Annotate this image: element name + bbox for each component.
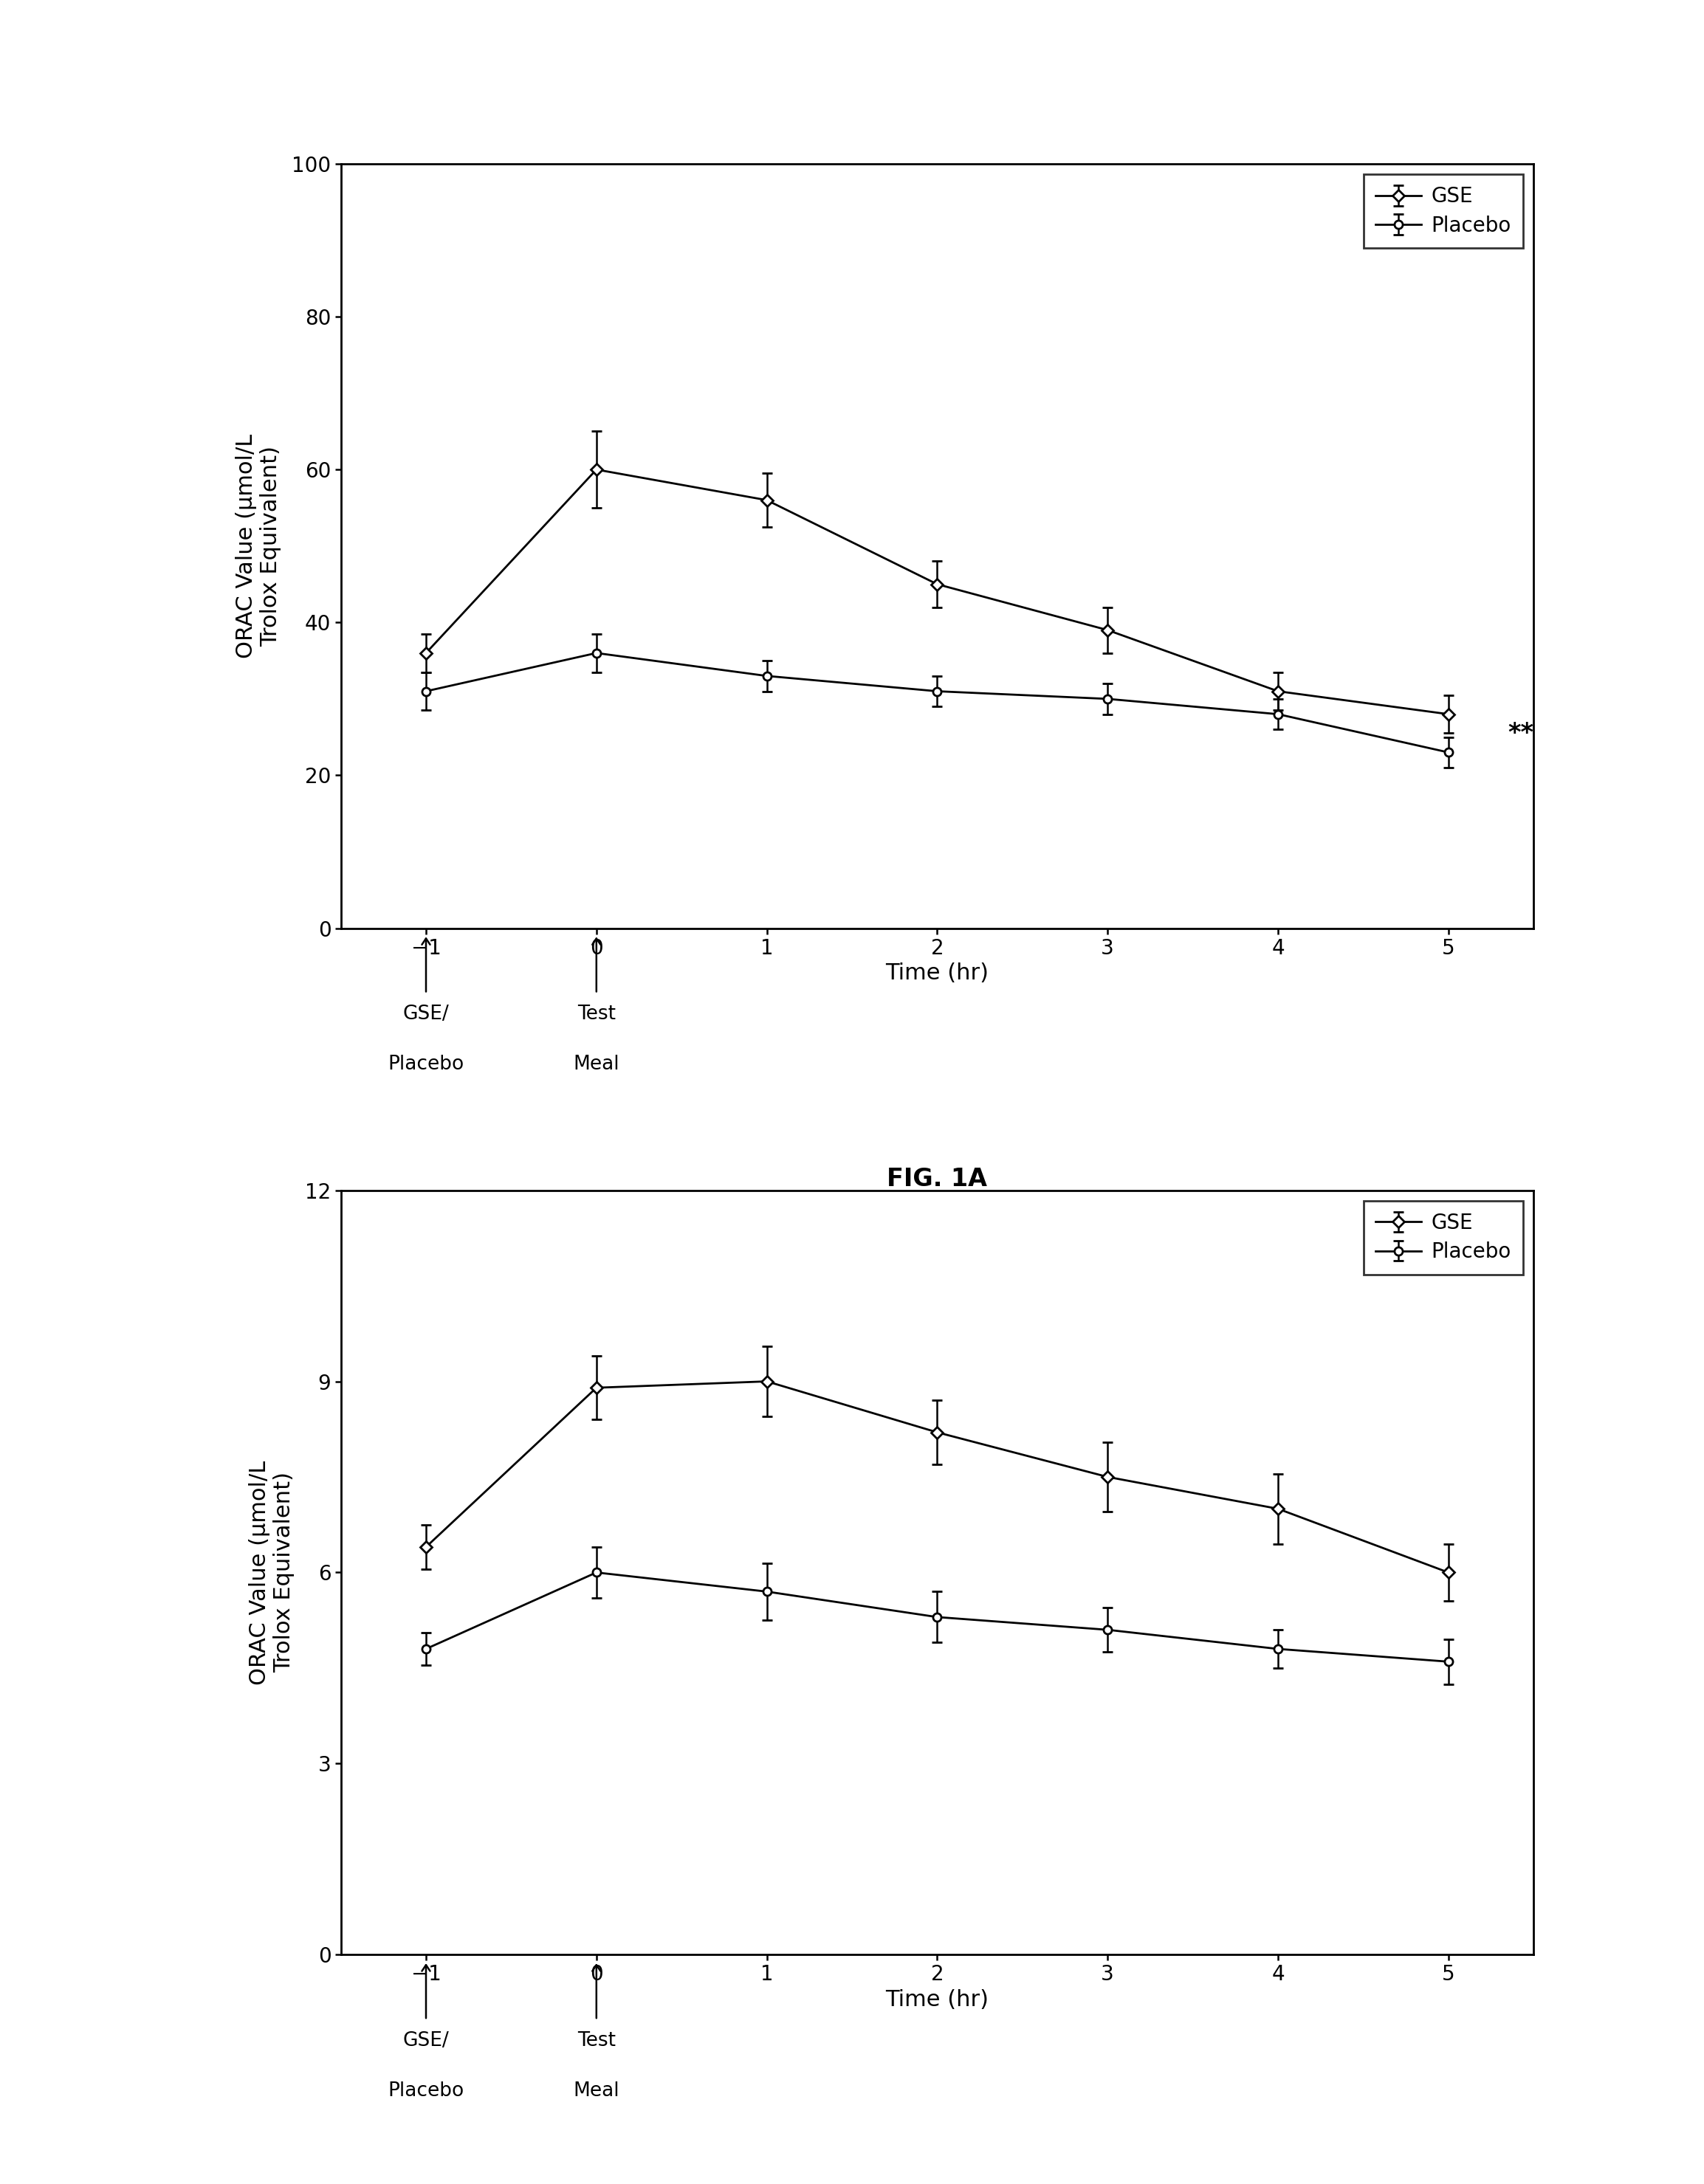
Text: Test: Test <box>578 2031 615 2051</box>
Legend: GSE, Placebo: GSE, Placebo <box>1363 175 1523 249</box>
X-axis label: Time (hr): Time (hr) <box>886 1990 988 2011</box>
Y-axis label: ORAC Value (μmol/L
Trolox Equivalent): ORAC Value (μmol/L Trolox Equivalent) <box>235 435 281 657</box>
Text: GSE/: GSE/ <box>402 1005 450 1024</box>
Text: Placebo: Placebo <box>389 1055 463 1075</box>
Text: **: ** <box>1508 721 1534 745</box>
Text: FIG. 1A: FIG. 1A <box>888 1166 987 1192</box>
Text: Meal: Meal <box>573 2081 620 2101</box>
Text: Test: Test <box>578 1005 615 1024</box>
Legend: GSE, Placebo: GSE, Placebo <box>1363 1201 1523 1275</box>
X-axis label: Time (hr): Time (hr) <box>886 963 988 985</box>
Text: Meal: Meal <box>573 1055 620 1075</box>
Y-axis label: ORAC Value (μmol/L
Trolox Equivalent): ORAC Value (μmol/L Trolox Equivalent) <box>249 1461 295 1684</box>
Text: GSE/: GSE/ <box>402 2031 450 2051</box>
Text: Placebo: Placebo <box>389 2081 463 2101</box>
